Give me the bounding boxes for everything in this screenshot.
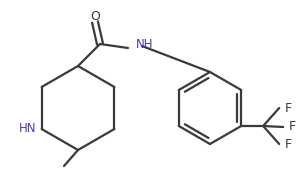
Text: NH: NH: [136, 38, 154, 52]
Text: F: F: [289, 121, 296, 134]
Text: F: F: [285, 102, 292, 114]
Text: O: O: [90, 10, 100, 24]
Text: HN: HN: [19, 123, 36, 135]
Text: F: F: [285, 137, 292, 151]
